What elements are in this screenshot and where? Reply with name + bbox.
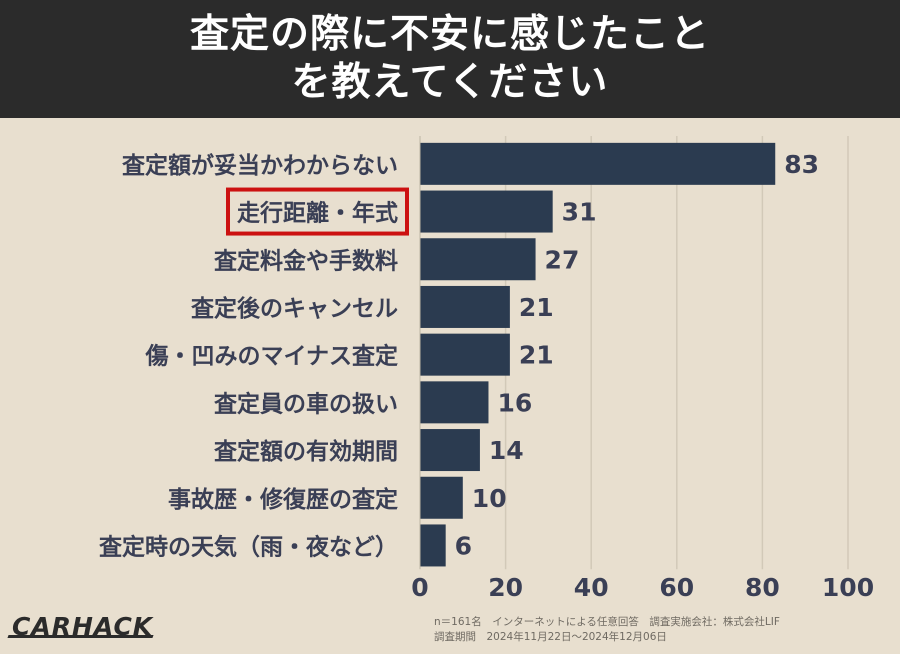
footnote-line-2: 調査期間 2024年11月22日〜2024年12月06日 (434, 631, 667, 643)
category-label: 査定額が妥当かわからない (122, 152, 398, 179)
category-label: 査定後のキャンセル (191, 295, 398, 322)
bar (420, 381, 489, 424)
category-label: 事故歴・修復歴の査定 (168, 486, 398, 513)
bar (420, 285, 510, 328)
bar (420, 524, 446, 567)
bar (420, 142, 776, 185)
brand-logo: CARHACK (12, 612, 154, 641)
category-label: 走行距離・年式 (237, 200, 398, 227)
data-label: 14 (489, 436, 524, 465)
category-label: 査定額の有効期間 (214, 438, 398, 465)
category-label: 査定料金や手数料 (214, 247, 398, 274)
chart-title-line-1: 査定の際に不安に感じたこと (189, 12, 710, 57)
chart-header: 査定の際に不安に感じたこと を教えてください (0, 0, 900, 118)
bar-chart: 83 査定額が妥当かわからない 31 走行距離・年式 27 査定料金や手数料 21 査定後のキ… (99, 136, 874, 602)
bar (420, 476, 463, 519)
data-label: 21 (519, 341, 554, 370)
x-tick-label: 100 (822, 573, 874, 602)
survey-footnote: n＝161名 インターネットによる任意回答 調査実施会社：株式会社LIF 調査期… (434, 615, 894, 645)
bar (420, 190, 553, 233)
x-tick-label: 40 (574, 573, 609, 602)
bar (420, 333, 510, 376)
x-tick-label: 20 (488, 573, 523, 602)
category-label: 査定員の車の扱い (214, 390, 398, 417)
bar (420, 429, 480, 472)
data-label: 10 (472, 484, 507, 513)
data-label: 27 (545, 245, 580, 274)
chart-title-line-2: を教えてください (291, 60, 609, 105)
x-tick-label: 0 (411, 573, 428, 602)
x-tick-label: 80 (745, 573, 780, 602)
data-label: 83 (784, 150, 819, 179)
data-label: 31 (562, 198, 597, 227)
category-label: 傷・凹みのマイナス査定 (144, 343, 398, 370)
data-label: 16 (497, 388, 532, 417)
data-label: 21 (519, 293, 554, 322)
x-tick-label: 60 (659, 573, 694, 602)
footnote-line-1: n＝161名 インターネットによる任意回答 調査実施会社：株式会社LIF (434, 616, 780, 628)
bar (420, 238, 536, 281)
category-label: 査定時の天気（雨・夜など） (99, 533, 398, 560)
data-label: 6 (455, 531, 472, 560)
highlight-box (226, 187, 409, 236)
